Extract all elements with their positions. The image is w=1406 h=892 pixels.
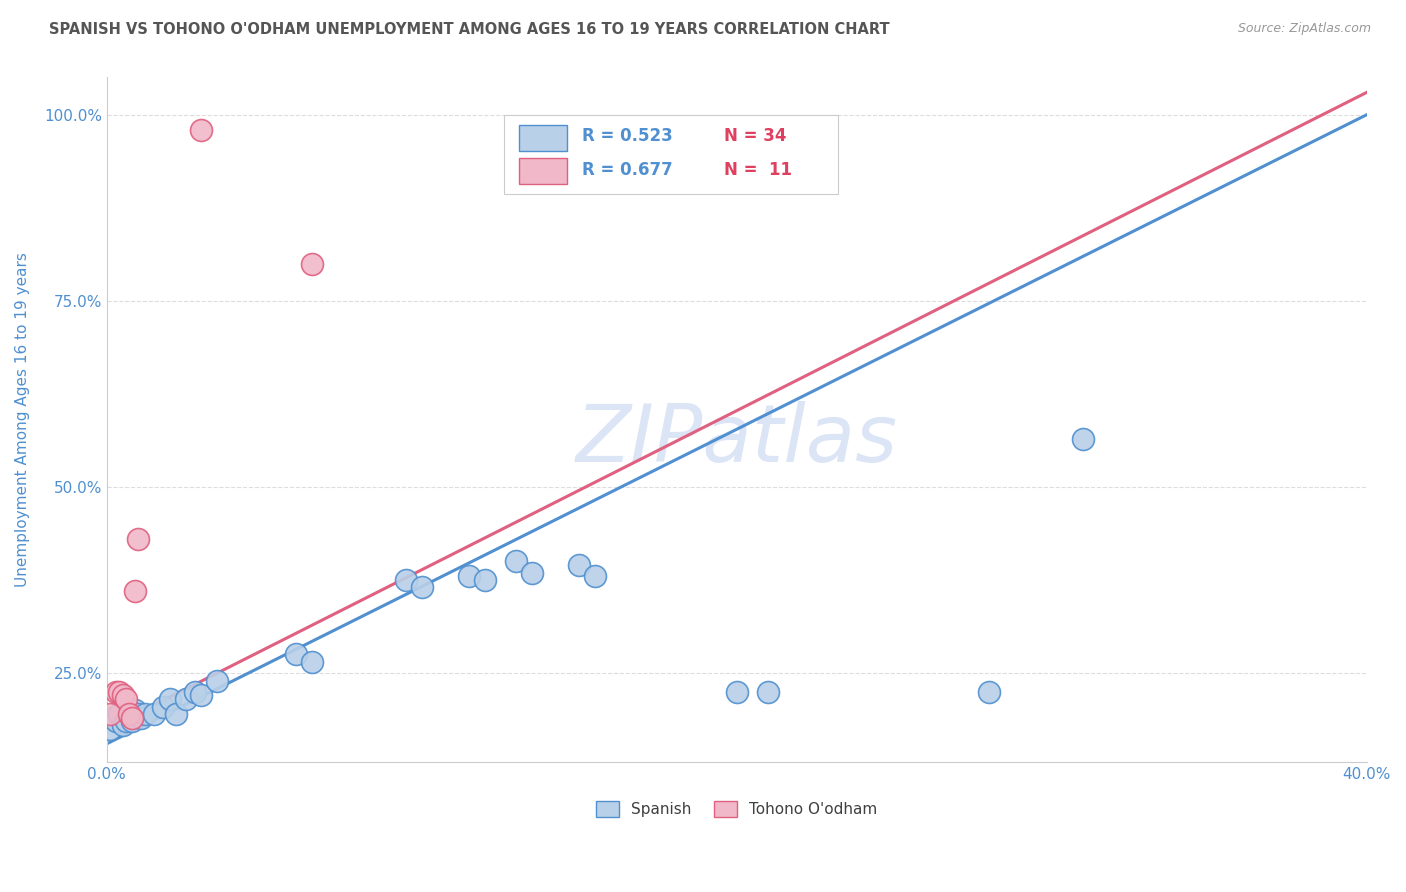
Text: N =  11: N = 11 (724, 161, 792, 179)
Point (190, 689, 212, 703)
FancyBboxPatch shape (503, 115, 838, 194)
Point (568, 558, 591, 573)
Point (165, 706, 187, 721)
Text: R = 0.523: R = 0.523 (582, 128, 672, 145)
Point (474, 573, 496, 587)
Point (114, 692, 136, 706)
Point (124, 703, 146, 717)
Point (395, 573, 418, 587)
Point (127, 706, 149, 721)
Point (111, 718, 134, 732)
Text: R = 0.677: R = 0.677 (582, 161, 672, 179)
Point (124, 584, 146, 599)
Point (184, 684, 207, 698)
Point (105, 684, 128, 698)
Point (114, 714, 136, 729)
Point (108, 706, 131, 721)
Point (205, 673, 228, 688)
Point (108, 684, 131, 698)
Point (1071, 432, 1094, 446)
Point (121, 714, 143, 729)
Bar (519, 125, 567, 151)
Point (725, 684, 748, 698)
Point (505, 554, 527, 568)
Text: N = 34: N = 34 (724, 128, 787, 145)
Point (111, 689, 134, 703)
Point (284, 648, 307, 662)
Point (98, 722, 121, 736)
Point (583, 569, 606, 583)
Point (118, 706, 141, 721)
Point (152, 699, 174, 714)
Point (301, 655, 323, 669)
Y-axis label: Unemployment Among Ages 16 to 19 years: Unemployment Among Ages 16 to 19 years (15, 252, 30, 587)
Point (118, 706, 141, 721)
Point (143, 706, 166, 721)
Point (411, 581, 433, 595)
Point (977, 684, 1000, 698)
Text: SPANISH VS TOHONO O'ODHAM UNEMPLOYMENT AMONG AGES 16 TO 19 YEARS CORRELATION CHA: SPANISH VS TOHONO O'ODHAM UNEMPLOYMENT A… (49, 22, 890, 37)
Legend: Spanish, Tohono O'odham: Spanish, Tohono O'odham (589, 795, 884, 823)
Point (190, 122, 212, 136)
Point (756, 684, 779, 698)
Text: ZIPatlas: ZIPatlas (575, 401, 898, 480)
Point (127, 532, 149, 546)
Point (458, 569, 481, 583)
Point (134, 706, 156, 721)
Point (101, 711, 124, 725)
Bar (519, 158, 567, 185)
Point (520, 566, 543, 580)
Point (301, 256, 323, 270)
Point (105, 714, 128, 729)
Point (159, 692, 181, 706)
Point (98, 706, 121, 721)
Text: Source: ZipAtlas.com: Source: ZipAtlas.com (1237, 22, 1371, 36)
Point (174, 692, 197, 706)
Point (121, 711, 143, 725)
Point (131, 711, 153, 725)
